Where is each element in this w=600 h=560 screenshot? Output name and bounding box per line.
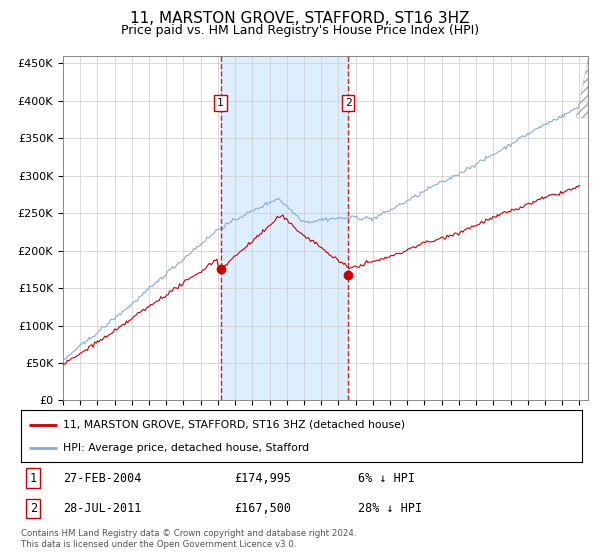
Text: 28% ↓ HPI: 28% ↓ HPI — [358, 502, 422, 515]
Text: 11, MARSTON GROVE, STAFFORD, ST16 3HZ: 11, MARSTON GROVE, STAFFORD, ST16 3HZ — [130, 11, 470, 26]
Text: Contains HM Land Registry data © Crown copyright and database right 2024.
This d: Contains HM Land Registry data © Crown c… — [21, 529, 356, 549]
Text: 6% ↓ HPI: 6% ↓ HPI — [358, 472, 415, 484]
Text: 1: 1 — [217, 98, 224, 108]
Text: 27-FEB-2004: 27-FEB-2004 — [63, 472, 142, 484]
Text: 1: 1 — [30, 472, 37, 484]
Text: 28-JUL-2011: 28-JUL-2011 — [63, 502, 142, 515]
Text: £174,995: £174,995 — [234, 472, 291, 484]
Text: 11, MARSTON GROVE, STAFFORD, ST16 3HZ (detached house): 11, MARSTON GROVE, STAFFORD, ST16 3HZ (d… — [63, 420, 405, 430]
Text: HPI: Average price, detached house, Stafford: HPI: Average price, detached house, Staf… — [63, 442, 309, 452]
Text: £167,500: £167,500 — [234, 502, 291, 515]
Text: 2: 2 — [344, 98, 352, 108]
Text: 2: 2 — [30, 502, 37, 515]
Text: Price paid vs. HM Land Registry's House Price Index (HPI): Price paid vs. HM Land Registry's House … — [121, 24, 479, 36]
Bar — [221, 56, 348, 400]
